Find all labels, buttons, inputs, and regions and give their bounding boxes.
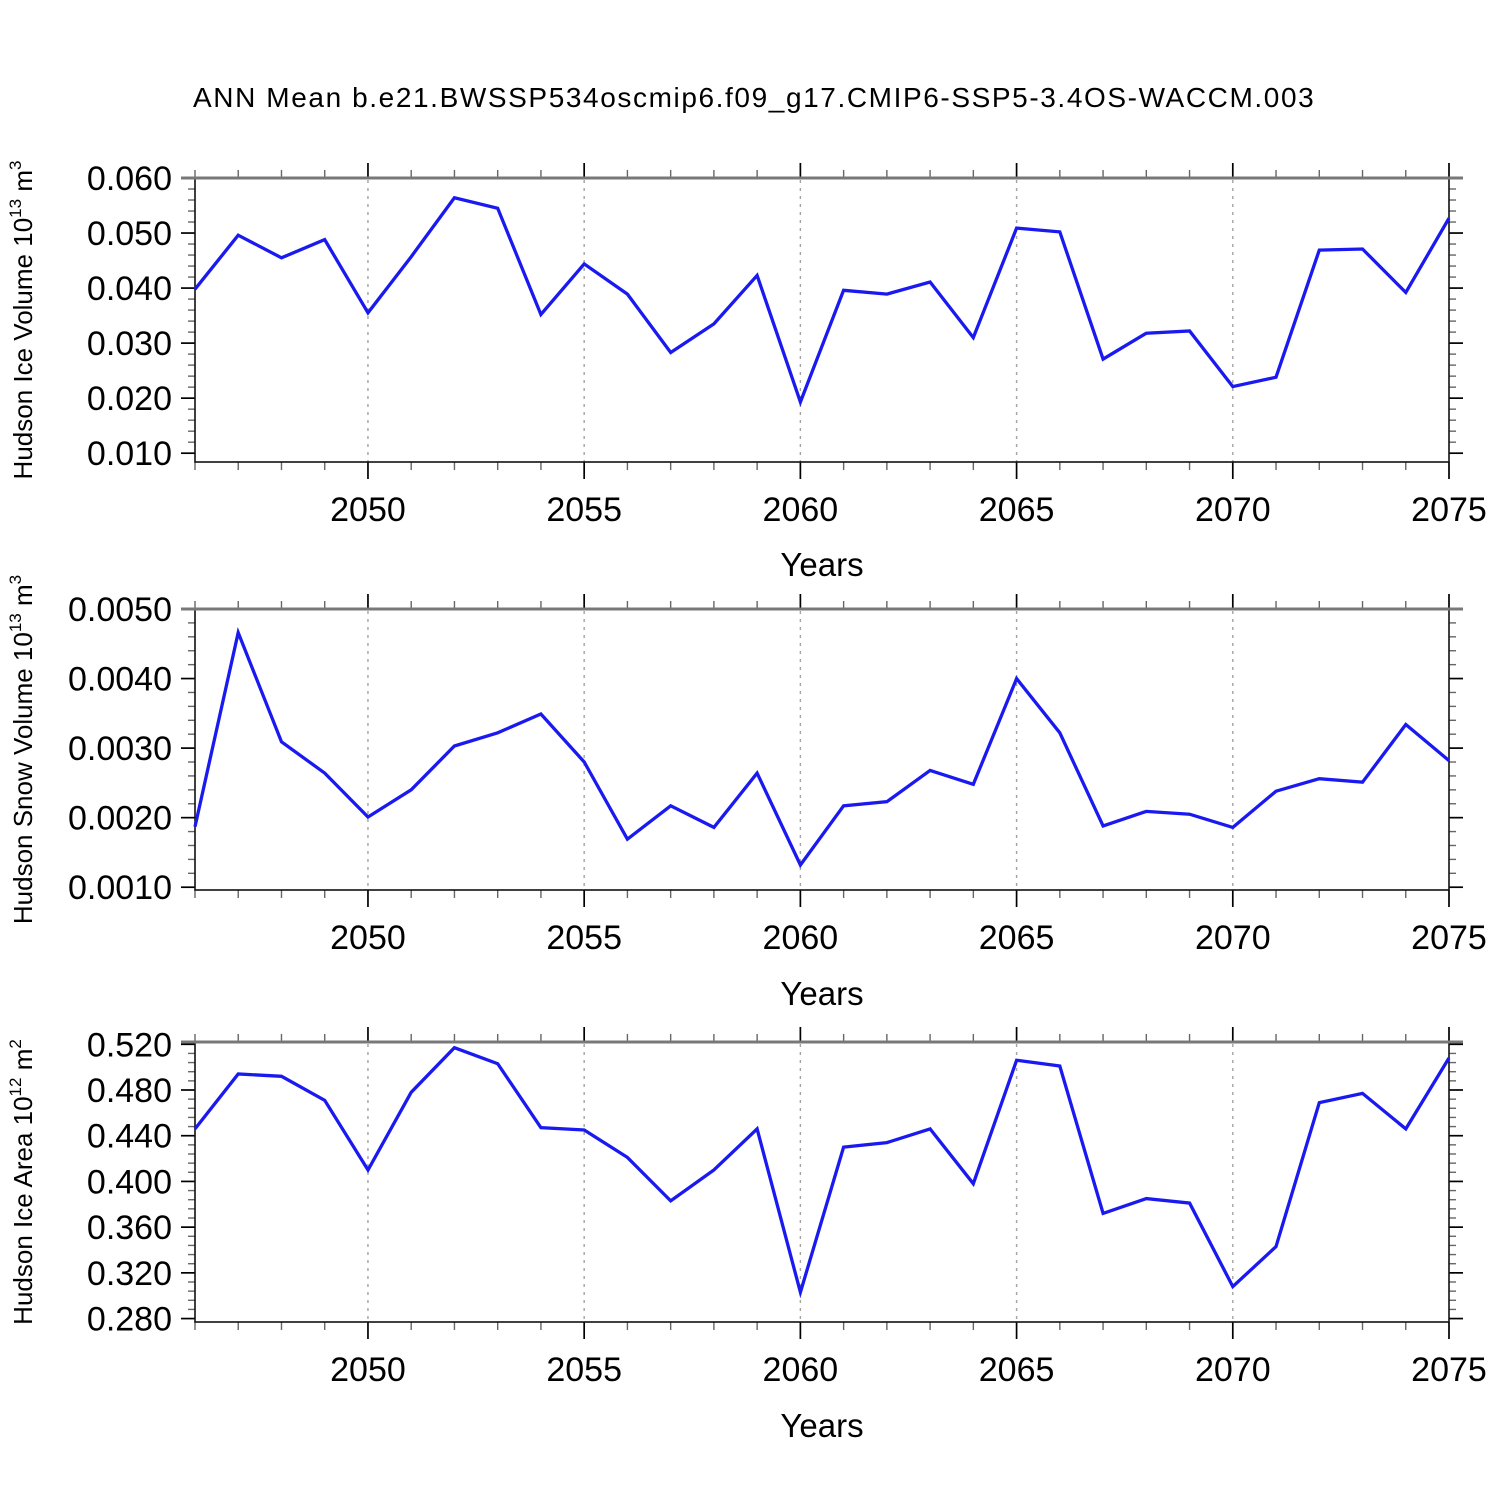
y-tick-label: 0.0050 [68, 591, 172, 629]
x-tick-label: 2055 [546, 919, 622, 957]
panels: 2050 2055 2060 2065 2070 20750.0100.0200.0300… [6, 160, 1487, 1389]
y-tick-label: 0.440 [87, 1118, 172, 1156]
x-tick-label: 2075 [1411, 1351, 1487, 1389]
y-tick-label: 0.040 [87, 270, 172, 308]
x-tick-label: 2070 [1195, 491, 1271, 529]
ice-volume-line [193, 195, 1451, 407]
x-tick-label: 2055 [546, 1351, 622, 1389]
y-tick-label: 0.280 [87, 1301, 172, 1339]
x-axis-label-snow-volume: Years [780, 975, 863, 1012]
y-tick-label: 0.480 [87, 1072, 172, 1110]
y-tick-label: 0.320 [87, 1255, 172, 1293]
x-tick-label: 2050 [330, 1351, 406, 1389]
y-tick-label: 0.520 [87, 1026, 172, 1064]
y-tick-labels: 0.0010 0.0020 0.0030 0.0040 0.0050 [68, 591, 172, 907]
ice-area-line [193, 1045, 1451, 1299]
x-axis-label-ice-area: Years [780, 1407, 863, 1444]
x-tick-label: 2055 [546, 491, 622, 529]
axis-ticks [181, 163, 1463, 479]
x-tick-labels: 2050 2055 2060 2065 2070 2075 [330, 919, 1487, 957]
x-tick-labels: 2050 2055 2060 2065 2070 2075 [330, 1351, 1487, 1389]
x-tick-label: 2075 [1411, 919, 1487, 957]
x-tick-label: 2065 [979, 1351, 1055, 1389]
y-tick-labels: 0.010 0.020 0.030 0.040 0.050 0.060 [87, 160, 172, 473]
y-axis-label-ice-volume: Hudson Ice Volume 1013 m3 [6, 161, 38, 480]
x-tick-label: 2060 [763, 491, 839, 529]
panel-snow-volume: 2050 2055 2060 2065 2070 20750.00100.00200.00… [6, 575, 1487, 957]
y-tick-label: 0.400 [87, 1163, 172, 1201]
x-tick-label: 2065 [979, 919, 1055, 957]
plot-frame [194, 1041, 1450, 1323]
y-tick-label: 0.0030 [68, 730, 172, 768]
y-tick-labels: 0.280 0.320 0.360 0.400 0.440 0.480 0.520 [87, 1026, 172, 1338]
x-tick-labels: 2050 2055 2060 2065 2070 2075 [330, 491, 1487, 529]
axis-ticks [181, 594, 1463, 907]
x-tick-label: 2075 [1411, 491, 1487, 529]
y-tick-label: 0.360 [87, 1209, 172, 1247]
axis-ticks [181, 1027, 1463, 1339]
y-tick-label: 0.030 [87, 325, 172, 363]
x-tick-label: 2070 [1195, 1351, 1271, 1389]
x-tick-label: 2060 [763, 919, 839, 957]
y-tick-label: 0.060 [87, 160, 172, 198]
x-tick-label: 2065 [979, 491, 1055, 529]
y-tick-label: 0.010 [87, 435, 172, 473]
x-tick-label: 2050 [330, 491, 406, 529]
y-axis-label-snow-volume: Hudson Snow Volume 1013 m3 [6, 575, 38, 924]
x-gridlines [367, 1044, 1234, 1322]
plot-frame [194, 608, 1450, 891]
x-tick-label: 2050 [330, 919, 406, 957]
x-gridlines [367, 180, 1234, 462]
y-axis-label-ice-area: Hudson Ice Area 1012 m2 [6, 1039, 38, 1325]
x-axis-label-ice-volume: Years [780, 546, 863, 583]
x-gridlines [367, 611, 1234, 890]
y-tick-label: 0.050 [87, 215, 172, 253]
y-tick-label: 0.0020 [68, 800, 172, 838]
panel-ice-volume: 2050 2055 2060 2065 2070 20750.0100.0200.0300… [6, 160, 1487, 529]
x-tick-label: 2070 [1195, 919, 1271, 957]
panel-ice-area: 2050 2055 2060 2065 2070 20750.2800.3200.3600… [6, 1026, 1487, 1389]
figure-title: ANN Mean b.e21.BWSSP534oscmip6.f09_g17.C… [193, 82, 1315, 113]
snow-volume-line [193, 627, 1451, 869]
y-tick-label: 0.0010 [68, 869, 172, 907]
y-tick-label: 0.020 [87, 380, 172, 418]
plot-frame [194, 177, 1450, 463]
y-tick-label: 0.0040 [68, 661, 172, 699]
x-tick-label: 2060 [763, 1351, 839, 1389]
